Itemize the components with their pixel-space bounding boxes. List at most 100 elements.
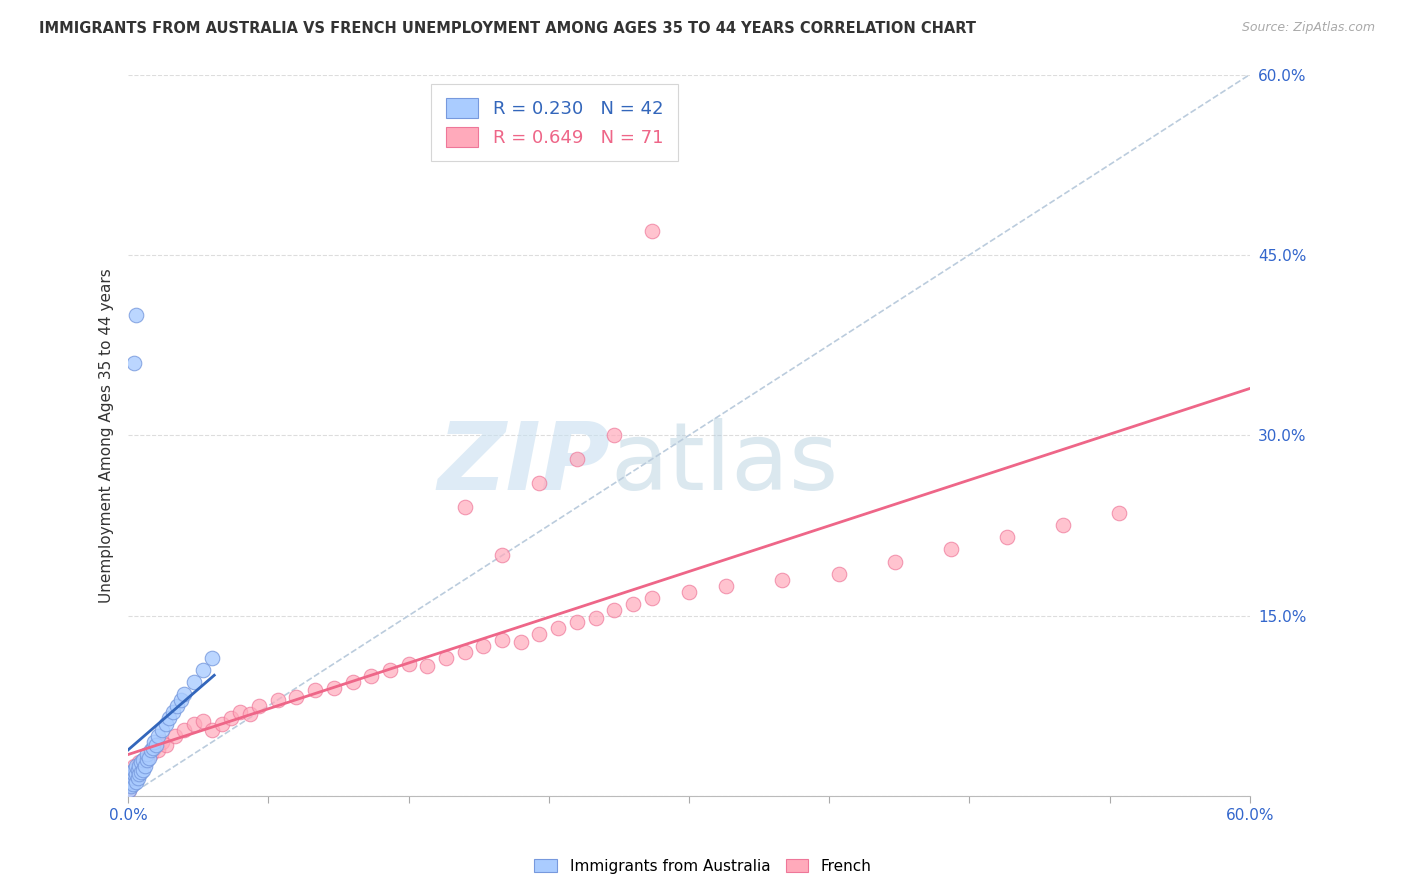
Point: [162, 705, 184, 719]
Point: [183, 674, 205, 689]
Point: [229, 705, 252, 719]
Point: [143, 740, 166, 755]
Point: [120, 780, 142, 794]
Point: [132, 753, 155, 767]
Point: [547, 621, 569, 635]
Point: [128, 767, 150, 781]
Point: [173, 723, 195, 737]
Point: [131, 756, 153, 770]
Point: [127, 763, 149, 777]
Point: [127, 767, 149, 781]
Point: [120, 771, 142, 785]
Y-axis label: Unemployment Among Ages 35 to 44 years: Unemployment Among Ages 35 to 44 years: [100, 268, 114, 603]
Point: [121, 771, 143, 785]
Point: [155, 716, 177, 731]
Point: [247, 698, 270, 713]
Point: [136, 747, 159, 761]
Point: [219, 711, 242, 725]
Point: [191, 714, 214, 729]
Text: Source: ZipAtlas.com: Source: ZipAtlas.com: [1241, 21, 1375, 35]
Point: [122, 774, 145, 789]
Point: [716, 578, 738, 592]
Point: [472, 639, 495, 653]
Point: [121, 764, 143, 779]
Point: [120, 777, 142, 791]
Point: [491, 632, 513, 647]
Point: [125, 759, 148, 773]
Point: [118, 783, 141, 797]
Point: [585, 611, 607, 625]
Point: [131, 764, 153, 779]
Point: [621, 597, 644, 611]
Point: [139, 743, 162, 757]
Point: [122, 767, 145, 781]
Point: [125, 771, 148, 785]
Point: [138, 750, 160, 764]
Point: [128, 763, 150, 777]
Point: [121, 774, 143, 789]
Point: [211, 716, 233, 731]
Point: [122, 763, 145, 777]
Point: [132, 763, 155, 777]
Point: [939, 542, 962, 557]
Text: atlas: atlas: [610, 418, 839, 510]
Point: [163, 729, 186, 743]
Point: [416, 659, 439, 673]
Point: [150, 723, 173, 737]
Point: [1052, 518, 1074, 533]
Point: [201, 650, 224, 665]
Point: [1108, 507, 1130, 521]
Point: [122, 759, 145, 773]
Point: [131, 759, 153, 773]
Point: [360, 669, 382, 683]
Point: [120, 774, 142, 789]
Point: [127, 759, 149, 773]
Point: [772, 573, 794, 587]
Point: [155, 739, 177, 753]
Point: [145, 739, 167, 753]
Point: [136, 753, 159, 767]
Point: [565, 615, 588, 629]
Point: [509, 635, 531, 649]
Point: [166, 698, 188, 713]
Point: [128, 759, 150, 773]
Point: [120, 780, 142, 794]
Point: [120, 777, 142, 791]
Point: [143, 735, 166, 749]
Point: [342, 674, 364, 689]
Point: [304, 683, 326, 698]
Point: [141, 740, 163, 755]
Point: [434, 650, 457, 665]
Point: [122, 763, 145, 777]
Point: [146, 743, 169, 757]
Point: [136, 750, 159, 764]
Point: [454, 500, 477, 515]
Point: [191, 663, 214, 677]
Point: [128, 756, 150, 770]
Point: [603, 428, 626, 442]
Point: [150, 735, 173, 749]
Point: [125, 764, 148, 779]
Point: [529, 476, 551, 491]
Point: [398, 657, 420, 671]
Point: [603, 602, 626, 616]
Point: [640, 591, 662, 605]
Point: [134, 759, 156, 773]
Point: [529, 626, 551, 640]
Text: ZIP: ZIP: [437, 418, 610, 510]
Point: [883, 554, 905, 568]
Point: [121, 764, 143, 779]
Point: [995, 531, 1018, 545]
Point: [267, 693, 290, 707]
Point: [640, 224, 662, 238]
Point: [139, 747, 162, 761]
Legend: Immigrants from Australia, French: Immigrants from Australia, French: [529, 853, 877, 880]
Point: [827, 566, 849, 581]
Point: [146, 729, 169, 743]
Point: [132, 753, 155, 767]
Point: [201, 723, 224, 737]
Point: [122, 767, 145, 781]
Point: [239, 707, 262, 722]
Point: [491, 549, 513, 563]
Point: [122, 777, 145, 791]
